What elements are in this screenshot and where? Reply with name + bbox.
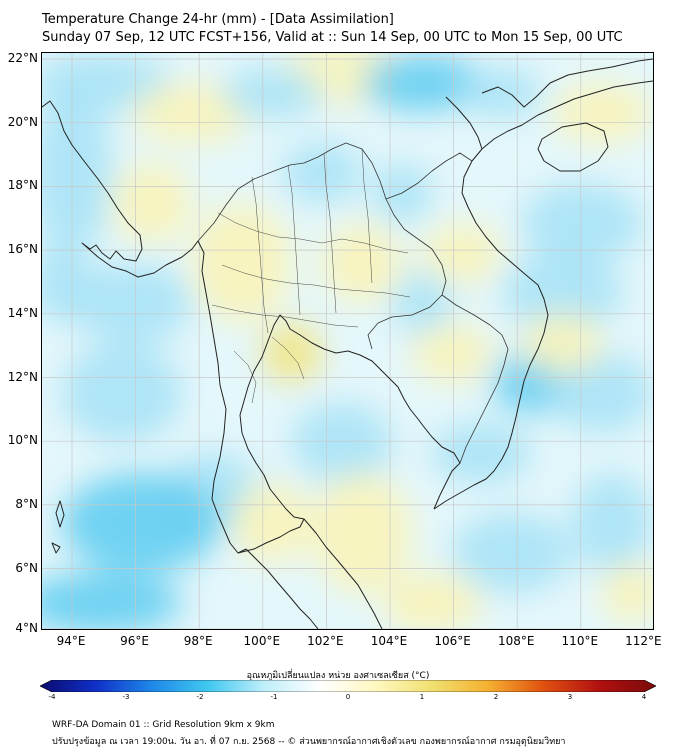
longitude-tick-label: 112°E [625,634,662,648]
temperature-anomaly-patch [72,263,192,343]
temperature-anomaly-patch [222,68,322,118]
temperature-anomaly-patch [552,353,652,433]
latitude-tick-label: 8°N [15,496,38,511]
temperature-anomaly-patch [452,513,572,593]
latitude-tick-label: 22°N [7,51,38,65]
temperature-anomaly-patch [42,93,112,253]
temperature-anomaly-patch [392,273,452,333]
temperature-anomaly-patch [132,83,252,143]
temperature-anomaly-patch [112,163,192,243]
latitude-tick-label: 16°N [7,242,38,257]
colorbar-tick-label: 2 [493,693,499,701]
malay-peninsula-coast [303,518,383,629]
temperature-anomaly-patch [522,313,602,373]
colorbar-tick-label: 0 [345,693,351,701]
temperature-anomaly-patch [552,83,652,143]
temperature-anomaly-patch [412,323,492,383]
map-subtitle: Sunday 07 Sep, 12 UTC FCST+156, Valid at… [42,30,623,45]
temperature-anomaly-patch [62,473,222,573]
map-title: Temperature Change 24-hr (mm) - [Data As… [42,12,394,27]
south-china-coast [481,58,653,108]
longitude-tick-label: 96°E [120,634,150,648]
colorbar-tick-label: -4 [48,693,56,701]
coastlines-and-borders [42,58,653,629]
latitude-tick-label: 18°N [7,178,38,193]
andaman-islands [51,500,65,554]
temperature-anomaly-patch [192,203,292,323]
temperature-anomaly-patch [312,473,412,593]
latitude-tick-label: 6°N [15,560,38,575]
hainan-island [537,122,609,172]
gulf-of-thailand-coast [237,314,461,554]
footer-credits: ปรับปรุงข้อมูล ณ เวลา 19:00น. วัน อา. ที… [52,737,566,747]
longitude-tick-label: 104°E [370,634,408,648]
temperature-anomaly-patch [362,55,482,111]
colorbar-title: อุณหภูมิเปลี่ยนแปลง หน่วย องศาเซลเซียส (… [246,671,430,681]
temperature-anomaly-patch [382,573,482,629]
temperature-anomaly-patch [262,323,322,383]
gulf-of-tonkin-coast [445,96,483,150]
temperature-anomaly-patch [572,473,652,573]
longitude-tick-label: 102°E [307,634,344,648]
temperature-anomaly-patch [602,563,653,623]
country-borders [197,142,509,464]
temperature-anomaly-patch [322,223,402,303]
latitude-tick-label: 14°N [7,305,38,320]
longitude-tick-label: 106°E [434,634,471,648]
temperature-anomaly-patch [232,483,312,563]
latitude-tick-label: 12°N [7,369,38,384]
longitude-tick-label: 100°E [243,634,281,648]
temperature-anomaly-patch [432,423,532,483]
colorbar-tick-label: -1 [270,693,278,701]
thai-provincial-borders [211,148,411,404]
latitude-tick-label: 10°N [7,433,38,448]
vietnam-coastline [433,80,653,510]
temperature-anomaly-patch [292,403,392,483]
map-panel [41,52,654,630]
colorbar-gradient [40,680,656,692]
graticule [42,53,653,629]
temperature-anomaly-patch [462,68,542,118]
colorbar-tick-label: -3 [122,693,130,701]
latitude-tick-label: 20°N [7,114,38,129]
colorbar-tick-label: -2 [196,693,204,701]
colorbar-tick-label: 1 [419,693,425,701]
longitude-tick-label: 108°E [497,634,535,648]
temperature-anomaly-patch [282,143,362,203]
myanmar-coastline [42,100,247,554]
temperature-anomaly-patch [502,253,622,333]
temperature-anomaly-patch [42,573,182,629]
longitude-tick-label: 98°E [183,634,213,648]
malay-peninsula-west-coast [245,548,319,629]
longitude-tick-label: 94°E [56,634,86,648]
footer-model-info: WRF-DA Domain 01 :: Grid Resolution 9km … [52,720,275,730]
temperature-change-map [42,53,653,629]
longitude-tick-label: 110°E [561,634,599,648]
colorbar-tick-label: 3 [567,693,573,701]
temperature-anomaly-patch [422,223,502,283]
colorbar-tick-label: 4 [641,693,647,701]
temperature-anomaly-patch [522,183,642,263]
latitude-tick-label: 4°N [15,621,38,635]
colorbar [40,680,656,692]
temperature-anomaly-patch [62,343,182,443]
temperature-field [42,53,653,629]
